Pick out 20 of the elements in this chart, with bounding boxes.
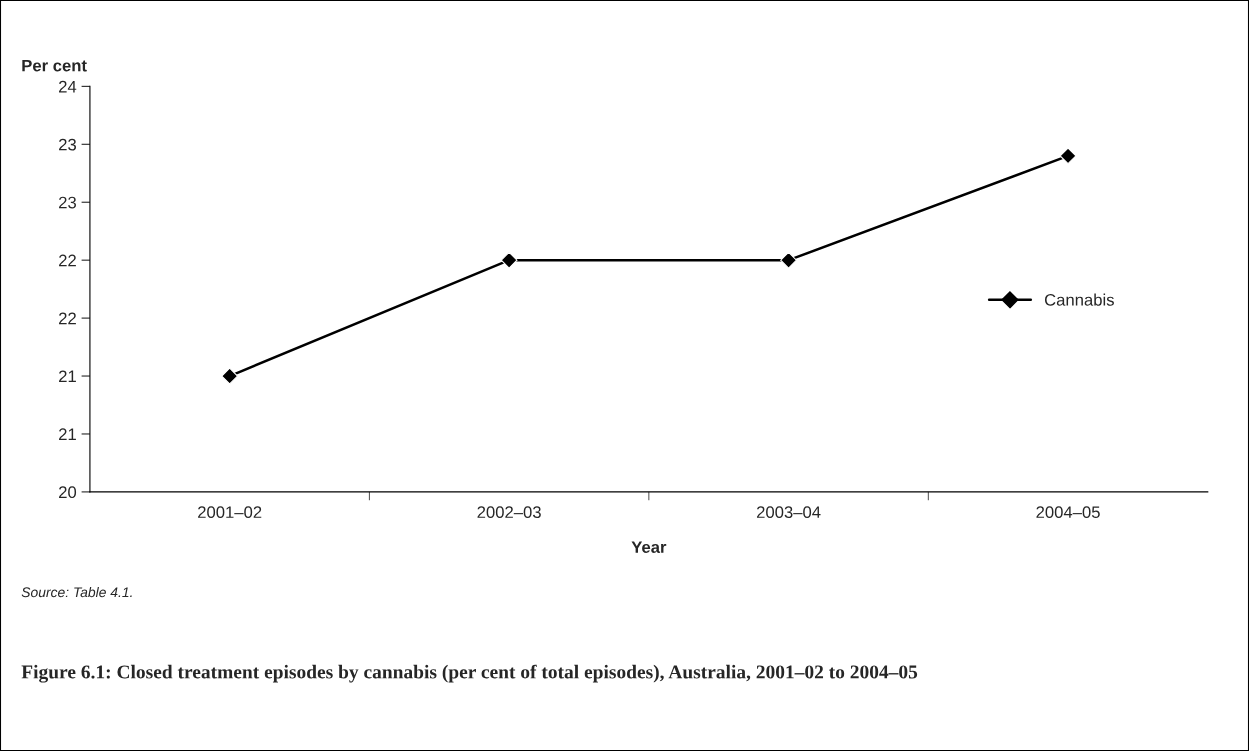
- point: [1059, 147, 1077, 165]
- y-tick-label: 24: [59, 80, 77, 93]
- y-tick-label: 20: [59, 486, 77, 499]
- text: Figure 6.1: Closed treatment episodes by cannabis (per cent of total episodes), Australia, 2001–02 to 2004–05: [21, 664, 918, 683]
- y-tick-label: 21: [59, 370, 76, 383]
- point: [500, 251, 518, 269]
- y-tick-label: 23: [59, 196, 76, 209]
- y-tick-label: 22: [59, 312, 76, 325]
- x-axis-title: Year: [631, 541, 667, 554]
- x-tick-label: 2001–02: [198, 506, 262, 519]
- y-axis-title: Per cent: [22, 59, 87, 72]
- legend-label: Cannabis: [1044, 293, 1114, 306]
- point: [221, 367, 239, 385]
- x-tick-label: 2004–05: [1036, 506, 1100, 519]
- x-tick-label: 2002–03: [477, 506, 541, 519]
- y-tick-label: 23: [59, 138, 76, 151]
- y-tick-label: 22: [59, 254, 76, 267]
- y-tick-label: 21: [59, 428, 76, 441]
- x-tick-label: 2003–04: [756, 506, 821, 519]
- source-note: Source: Table 4.1.: [21, 586, 132, 598]
